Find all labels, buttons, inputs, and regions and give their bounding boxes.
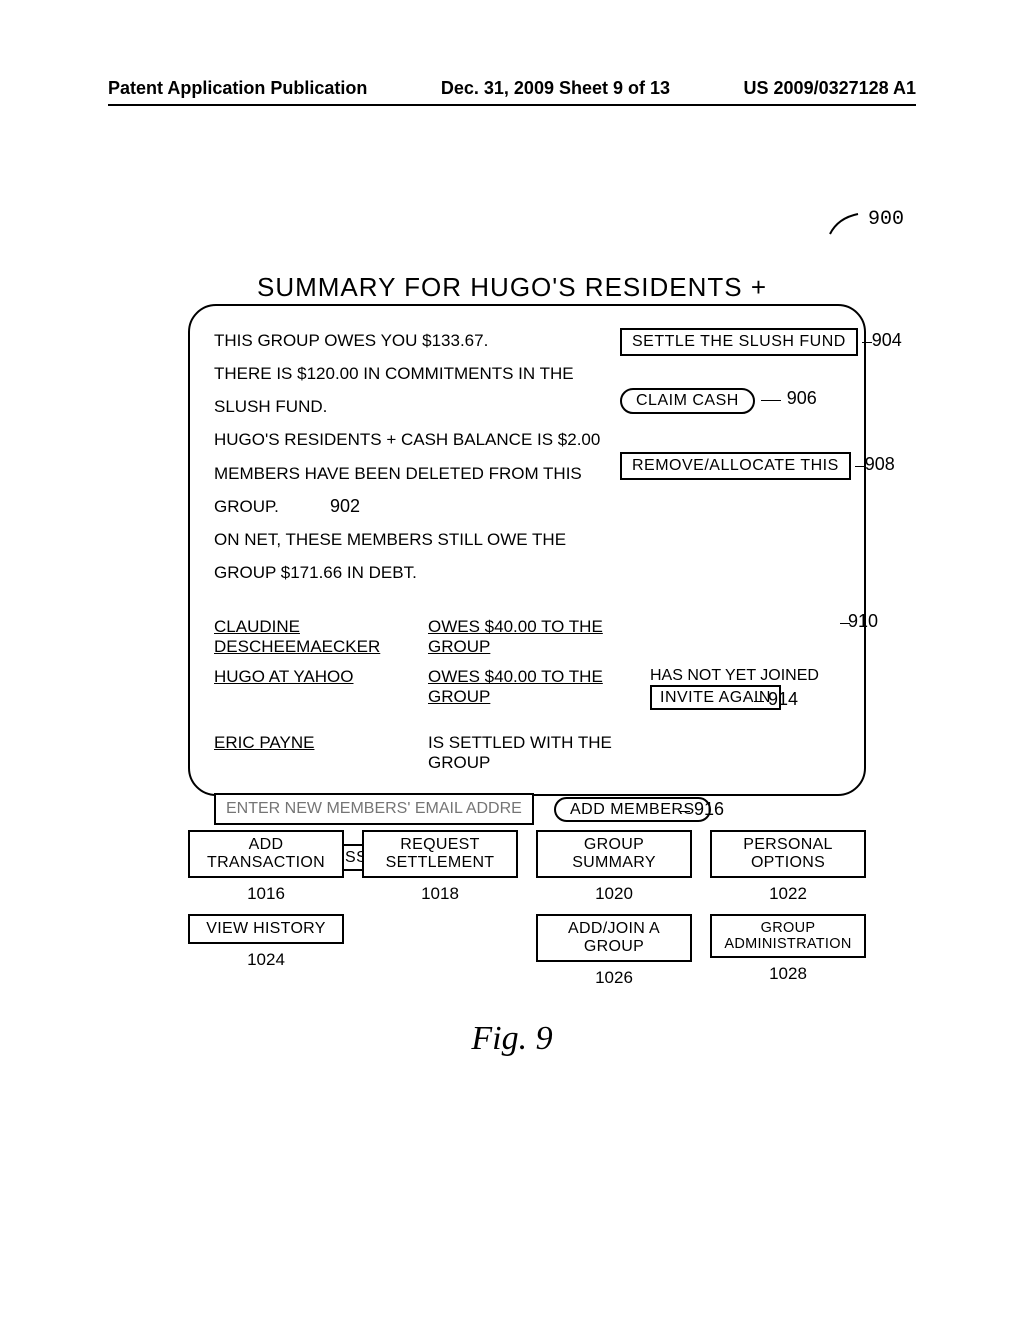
ref-1024: 1024: [247, 950, 285, 970]
add-members-button[interactable]: ADD MEMBERS: [554, 797, 711, 822]
member-row: HUGO AT YAHOO OWES $40.00 TO THE GROUP H…: [214, 667, 840, 707]
summary-panel: THIS GROUP OWES YOU $133.67. THERE IS $1…: [188, 304, 866, 796]
member-status: OWES $40.00 TO THE GROUP: [428, 617, 636, 657]
btn-stack: VIEW HISTORY 1024: [188, 914, 344, 988]
ref-908: 908: [865, 454, 895, 475]
member-name-link[interactable]: CLAUDINE DESCHEEMAECKER: [214, 617, 414, 657]
btn-stack: ADD/JOIN A GROUP 1026: [536, 914, 692, 988]
ref-916: 916: [694, 799, 724, 820]
ref-906: 906: [787, 388, 817, 409]
settle-slush-fund-button[interactable]: SETTLE THE SLUSH FUND: [620, 328, 858, 356]
claim-cash-button[interactable]: CLAIM CASH: [620, 388, 755, 414]
new-members-email-input[interactable]: [214, 793, 534, 825]
view-history-button[interactable]: VIEW HISTORY: [188, 914, 344, 944]
btn-stack: REQUEST SETTLEMENT 1018: [362, 830, 518, 904]
ref-902: 902: [330, 496, 360, 517]
ref-900: 900: [868, 208, 904, 231]
member-status: OWES $40.00 TO THE GROUP: [428, 667, 636, 707]
bottom-nav: ADD TRANSACTION 1016 REQUEST SETTLEMENT …: [188, 830, 866, 998]
member-row: ERIC PAYNE IS SETTLED WITH THE GROUP: [214, 733, 840, 773]
btn-stack: GROUP SUMMARY 1020: [536, 830, 692, 904]
summary-block: THIS GROUP OWES YOU $133.67. THERE IS $1…: [214, 324, 840, 589]
ref-1028: 1028: [769, 964, 807, 984]
ref-1026: 1026: [595, 968, 633, 988]
ref-1018: 1018: [421, 884, 459, 904]
figure-label: Fig. 9: [0, 1020, 1024, 1058]
invite-again-button[interactable]: INVITE AGAIN: [650, 685, 781, 710]
not-joined-label: HAS NOT YET JOINED: [650, 667, 819, 685]
bottom-row-2: VIEW HISTORY 1024 ADD/JOIN A GROUP 1026 …: [188, 914, 866, 988]
header-left: Patent Application Publication: [108, 78, 367, 99]
member-name-link[interactable]: ERIC PAYNE: [214, 733, 414, 753]
btn-stack: GROUP ADMINISTRATION 1028: [710, 914, 866, 988]
add-transaction-button[interactable]: ADD TRANSACTION: [188, 830, 344, 878]
summary-line: ON NET, THESE MEMBERS STILL OWE THE GROU…: [214, 523, 604, 589]
summary-line: THIS GROUP OWES YOU $133.67.: [214, 324, 604, 357]
summary-line: HUGO'S RESIDENTS + CASH BALANCE IS $2.00: [214, 423, 604, 456]
header-right: US 2009/0327128 A1: [744, 78, 916, 99]
add-join-group-button[interactable]: ADD/JOIN A GROUP: [536, 914, 692, 962]
personal-options-button[interactable]: PERSONAL OPTIONS: [710, 830, 866, 878]
page: Patent Application Publication Dec. 31, …: [0, 0, 1024, 1320]
member-not-joined: HAS NOT YET JOINED INVITE AGAIN 914: [650, 667, 840, 707]
summary-line: THERE IS $120.00 IN COMMITMENTS IN THE S…: [214, 357, 604, 423]
ref-910: 910: [848, 611, 878, 632]
bottom-row-1: ADD TRANSACTION 1016 REQUEST SETTLEMENT …: [188, 830, 866, 904]
member-status: IS SETTLED WITH THE GROUP: [428, 733, 636, 773]
ref-1022: 1022: [769, 884, 807, 904]
ref-904: 904: [872, 330, 902, 351]
ref-1016: 1016: [247, 884, 285, 904]
page-header: Patent Application Publication Dec. 31, …: [108, 78, 916, 99]
group-summary-button[interactable]: GROUP SUMMARY: [536, 830, 692, 878]
remove-allocate-button[interactable]: REMOVE/ALLOCATE THIS: [620, 452, 851, 480]
ref-914: 914: [768, 689, 798, 710]
summary-line: MEMBERS HAVE BEEN DELETED FROM THIS GROU…: [214, 457, 604, 523]
btn-stack: ADD TRANSACTION 1016: [188, 830, 344, 904]
ref-1020: 1020: [595, 884, 633, 904]
action-column: SETTLE THE SLUSH FUND 904 CLAIM CASH 906…: [620, 324, 840, 480]
summary-text: THIS GROUP OWES YOU $133.67. THERE IS $1…: [214, 324, 604, 589]
add-members-row: ADD MEMBERS 916: [214, 793, 840, 825]
figure-title: SUMMARY FOR HUGO'S RESIDENTS +: [0, 272, 1024, 303]
member-row: CLAUDINE DESCHEEMAECKER OWES $40.00 TO T…: [214, 617, 840, 657]
header-mid: Dec. 31, 2009 Sheet 9 of 13: [441, 78, 670, 99]
spacer: [362, 914, 518, 988]
request-settlement-button[interactable]: REQUEST SETTLEMENT: [362, 830, 518, 878]
member-name-link[interactable]: HUGO AT YAHOO: [214, 667, 414, 687]
btn-stack: PERSONAL OPTIONS 1022: [710, 830, 866, 904]
members-block: 910 CLAUDINE DESCHEEMAECKER OWES $40.00 …: [214, 617, 840, 773]
group-administration-button[interactable]: GROUP ADMINISTRATION: [710, 914, 866, 958]
header-rule: [108, 104, 916, 106]
leader-900: [828, 210, 864, 236]
